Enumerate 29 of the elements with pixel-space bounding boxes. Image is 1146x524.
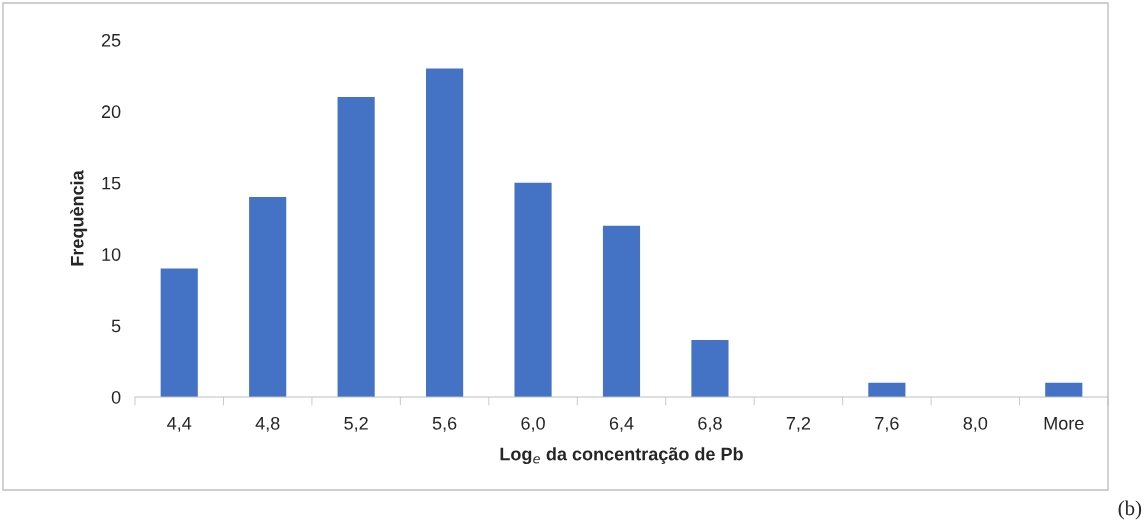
y-tick-label: 15 bbox=[102, 176, 121, 190]
y-tick-label: 25 bbox=[101, 33, 121, 47]
bar bbox=[426, 68, 464, 397]
x-tick-label: 8,0 bbox=[963, 416, 988, 432]
text: (b) bbox=[1118, 500, 1142, 520]
y-tick-label: 0 bbox=[111, 390, 121, 404]
y-tick-label: 10 bbox=[102, 248, 121, 261]
x-tick-label: 4,8 bbox=[255, 416, 280, 432]
x-tick-label: 7,2 bbox=[786, 416, 811, 432]
x-tick-label: 5,6 bbox=[432, 416, 457, 432]
bar bbox=[1045, 382, 1083, 397]
x-tick-label: More bbox=[1044, 417, 1084, 430]
bar bbox=[868, 382, 906, 397]
x-tick-label: 4,4 bbox=[167, 417, 192, 432]
x-tick-label: 6,4 bbox=[609, 416, 634, 432]
x-tick-label: 7,6 bbox=[875, 416, 899, 432]
y-tick-label: 5 bbox=[111, 319, 121, 333]
bar bbox=[602, 225, 641, 397]
bar bbox=[160, 268, 198, 397]
bar bbox=[249, 197, 287, 397]
y-tick-label: 20 bbox=[101, 105, 121, 119]
y-axis-title: Frequència bbox=[70, 170, 88, 266]
bar bbox=[691, 339, 729, 397]
bar bbox=[514, 182, 552, 397]
bar bbox=[337, 97, 375, 397]
x-axis-title: Log$_{e}$ da concentração de Pb bbox=[500, 447, 743, 465]
x-tick-label: 5,2 bbox=[344, 416, 368, 432]
x-tick-label: 6,0 bbox=[521, 416, 545, 432]
x-tick-label: 6,8 bbox=[698, 416, 722, 432]
